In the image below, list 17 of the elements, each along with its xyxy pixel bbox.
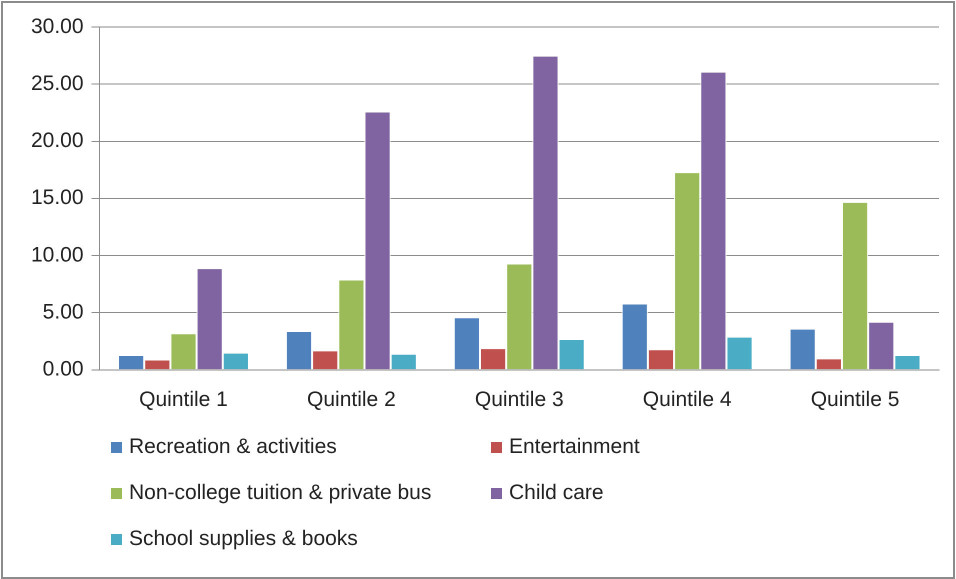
y-tick-label: 5.00 bbox=[42, 300, 84, 324]
legend-label: School supplies & books bbox=[129, 527, 358, 551]
x-tick-label: Quintile 3 bbox=[474, 388, 564, 412]
y-tick-label: 10.00 bbox=[30, 243, 84, 266]
legend-label: Non-college tuition & private bus bbox=[129, 481, 432, 505]
y-tick-label: 0.00 bbox=[42, 358, 84, 381]
y-tick-label: 30.00 bbox=[30, 14, 84, 38]
y-tick-label: 25.00 bbox=[30, 72, 84, 95]
legend-label: Recreation & activities bbox=[129, 435, 337, 459]
legend-label: Child care bbox=[509, 481, 604, 505]
x-tick-label: Quintile 5 bbox=[810, 388, 900, 412]
legend-label: Entertainment bbox=[509, 435, 640, 459]
x-tick-label: Quintile 4 bbox=[642, 388, 732, 412]
y-tick-label: 20.00 bbox=[30, 129, 84, 152]
x-tick-label: Quintile 1 bbox=[139, 388, 228, 412]
x-tick-label: Quintile 2 bbox=[307, 388, 396, 412]
y-tick-label: 15.00 bbox=[30, 186, 84, 210]
